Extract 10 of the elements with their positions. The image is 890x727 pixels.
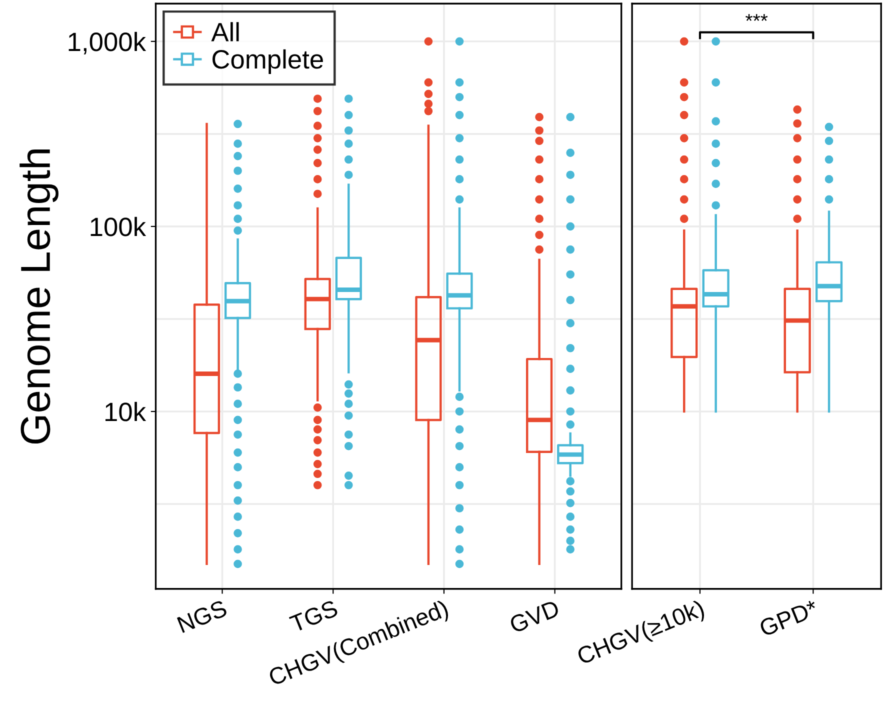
legend-label: All bbox=[211, 22, 239, 42]
x-tick-label: GVD bbox=[508, 600, 560, 634]
y-tick-label: 100k bbox=[90, 216, 146, 236]
y-tick-label: 10k bbox=[105, 402, 146, 422]
legend-label: Complete bbox=[212, 49, 323, 74]
annotation: *** bbox=[746, 14, 768, 21]
x-tick-label: NGS bbox=[176, 600, 228, 634]
y-axis-title: Genome Length bbox=[20, 150, 58, 444]
y-tick-label: 1,000k bbox=[68, 32, 146, 54]
x-tick-label: GPD* bbox=[758, 599, 820, 637]
